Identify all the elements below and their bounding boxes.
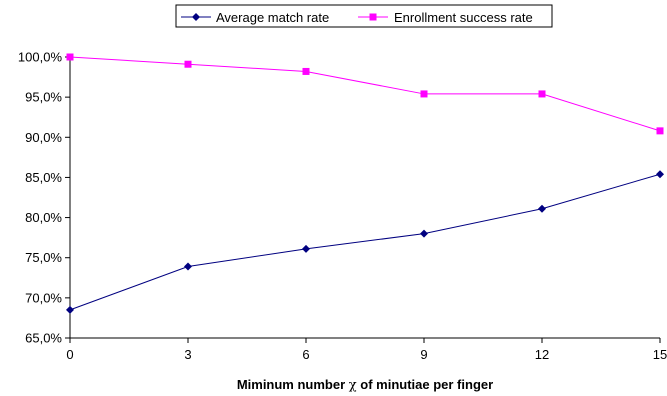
- series-line-average-match-rate: [69, 173, 661, 311]
- x-tick-label: 9: [420, 347, 427, 362]
- y-tick-label: 80,0%: [25, 210, 62, 225]
- x-tick-label: 3: [184, 347, 191, 362]
- legend-marker-diamond: [192, 13, 200, 21]
- y-tick-label: 65,0%: [25, 331, 62, 346]
- axes: [69, 57, 660, 339]
- x-axis-title: Miminum number χ of minutiae per finger: [237, 377, 493, 393]
- x-ticks: 0 3 6 9 12 15: [66, 338, 667, 362]
- x-tick-label: 0: [66, 347, 73, 362]
- data-point-enrollment-success-rate: [538, 90, 546, 98]
- data-point-average-match-rate: [302, 244, 310, 253]
- data-point-average-match-rate: [538, 204, 546, 213]
- y-tick-label: 70,0%: [25, 290, 62, 305]
- legend-marker-square: [369, 13, 377, 21]
- series-layer: [66, 53, 664, 314]
- y-ticks: 65,0% 70,0% 75,0% 80,0% 85,0% 90,0% 95,0% 100,0…: [18, 50, 70, 346]
- data-point-enrollment-success-rate: [656, 127, 664, 135]
- data-point-enrollment-success-rate: [302, 67, 310, 75]
- x-tick-label: 15: [653, 347, 667, 362]
- data-point-average-match-rate: [184, 262, 192, 271]
- y-tick-label: 90,0%: [25, 130, 62, 145]
- legend-label-enrollment-success-rate: Enrollment success rate: [394, 10, 533, 25]
- data-point-average-match-rate: [66, 305, 74, 314]
- legend: Average match rate Enrollment success ra…: [175, 4, 553, 28]
- y-tick-label: 95,0%: [25, 90, 62, 105]
- y-tick-label: 100,0%: [18, 50, 63, 65]
- data-point-enrollment-success-rate: [420, 90, 428, 98]
- data-point-average-match-rate: [656, 170, 664, 179]
- x-tick-label: 6: [302, 347, 309, 362]
- y-tick-label: 75,0%: [25, 250, 62, 265]
- series-line-enrollment-success-rate: [69, 56, 661, 132]
- legend-label-average-match-rate: Average match rate: [216, 10, 329, 25]
- data-point-enrollment-success-rate: [184, 60, 192, 68]
- data-point-enrollment-success-rate: [66, 53, 74, 61]
- data-point-average-match-rate: [420, 229, 428, 238]
- x-tick-label: 12: [535, 347, 549, 362]
- legend-box: [175, 4, 553, 28]
- y-tick-label: 85,0%: [25, 170, 62, 185]
